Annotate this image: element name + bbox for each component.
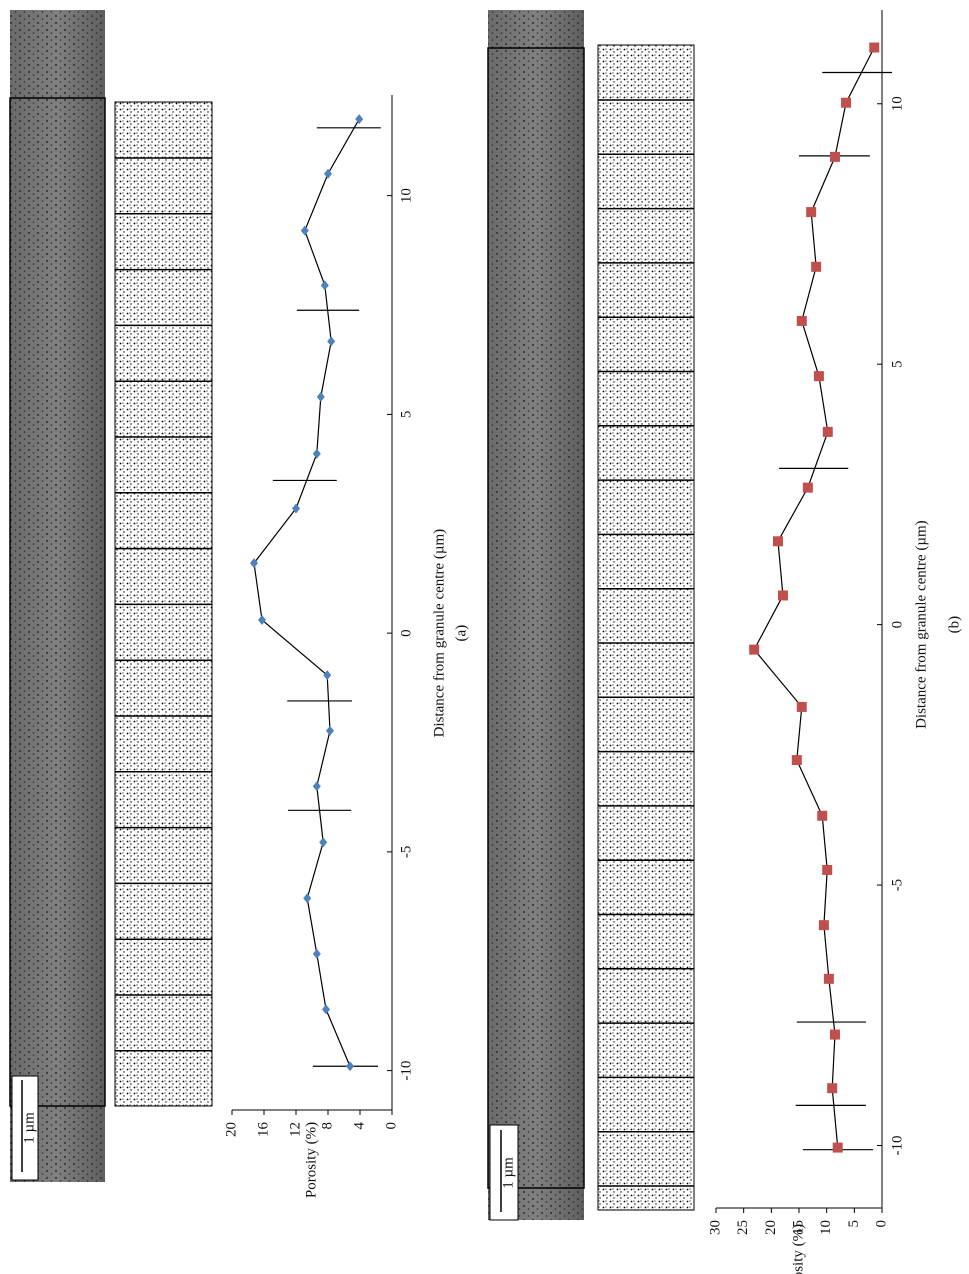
y-tick-label: 16 [255, 1122, 271, 1138]
y-tick-label: 4 [351, 1122, 367, 1130]
sem-frame [9, 97, 106, 1107]
x-tick-label: -5 [398, 846, 414, 859]
y-tick-label: 0 [873, 1220, 889, 1228]
data-point [303, 893, 312, 904]
data-point [829, 151, 840, 162]
y-tick-label: 8 [319, 1122, 335, 1130]
caption: (a) [453, 625, 469, 642]
x-tick-label: 10 [889, 96, 905, 111]
data-point [292, 503, 300, 514]
data-point [813, 371, 824, 382]
sem-texture [488, 10, 584, 1220]
y-tick-label: 25 [735, 1220, 751, 1235]
x-tick-label: -5 [889, 879, 905, 892]
data-point [829, 1029, 840, 1040]
x-tick-label: -10 [889, 1135, 905, 1155]
x-tick-label: 5 [398, 411, 414, 419]
x-tick-label: -10 [398, 1061, 414, 1081]
data-point [326, 725, 334, 736]
data-point [355, 114, 364, 125]
data-point [832, 1142, 843, 1153]
binary-texture [598, 45, 694, 1210]
data-point [322, 1004, 330, 1015]
x-tick-label: 0 [398, 629, 414, 637]
data-point [319, 837, 328, 848]
x-axis-title: Distance from granule centre (µm) [913, 520, 929, 729]
y-tick-label: 20 [223, 1122, 239, 1137]
data-point [323, 670, 332, 681]
data-point [822, 426, 833, 437]
data-point [327, 336, 336, 347]
y-tick-label: 30 [707, 1220, 723, 1235]
sem-frame [487, 47, 585, 1189]
data-point [312, 948, 321, 959]
x-axis-title: Distance from granule centre (µm) [431, 529, 447, 738]
data-point [811, 261, 822, 272]
scale-bar-box [489, 1124, 519, 1221]
data-point [777, 590, 788, 601]
data-point [841, 97, 852, 108]
data-point [827, 1083, 838, 1094]
data-point [802, 482, 813, 493]
y-tick-label: 10 [818, 1220, 834, 1235]
data-point [772, 536, 783, 547]
y-axis-title: Porosity (%) [790, 1224, 806, 1274]
x-tick-label: 5 [889, 360, 905, 368]
data-point [300, 225, 309, 236]
data-point [346, 1061, 354, 1072]
scale-bar-label: 1 µm [500, 1157, 516, 1189]
data-point [791, 755, 802, 766]
data-point [749, 644, 760, 655]
data-point [869, 42, 880, 53]
data-point [817, 810, 828, 821]
scale-bar-box [11, 1075, 39, 1181]
data-point [258, 615, 266, 625]
data-point [822, 864, 833, 875]
data-point [818, 920, 829, 931]
y-tick-label: 15 [790, 1220, 806, 1235]
data-point [796, 701, 807, 712]
y-axis-title: Porosity (%) [303, 1122, 319, 1198]
caption: (b) [946, 616, 962, 634]
data-point [796, 315, 807, 326]
data-point [312, 781, 321, 792]
x-tick-label: 0 [889, 621, 905, 629]
scale-bar-label: 1 µm [21, 1112, 37, 1144]
series-line [253, 118, 360, 1067]
sem-texture [10, 10, 105, 1182]
y-tick-label: 5 [846, 1220, 862, 1228]
data-point [324, 168, 332, 179]
data-point [823, 973, 834, 984]
data-point [250, 558, 258, 569]
y-tick-label: 20 [763, 1220, 779, 1235]
data-point [320, 280, 329, 291]
y-tick-label: 12 [287, 1122, 303, 1137]
data-point [312, 448, 321, 459]
y-tick-label: 0 [383, 1122, 399, 1130]
data-point [806, 207, 817, 218]
x-tick-label: 10 [398, 188, 414, 203]
data-point [316, 391, 325, 402]
